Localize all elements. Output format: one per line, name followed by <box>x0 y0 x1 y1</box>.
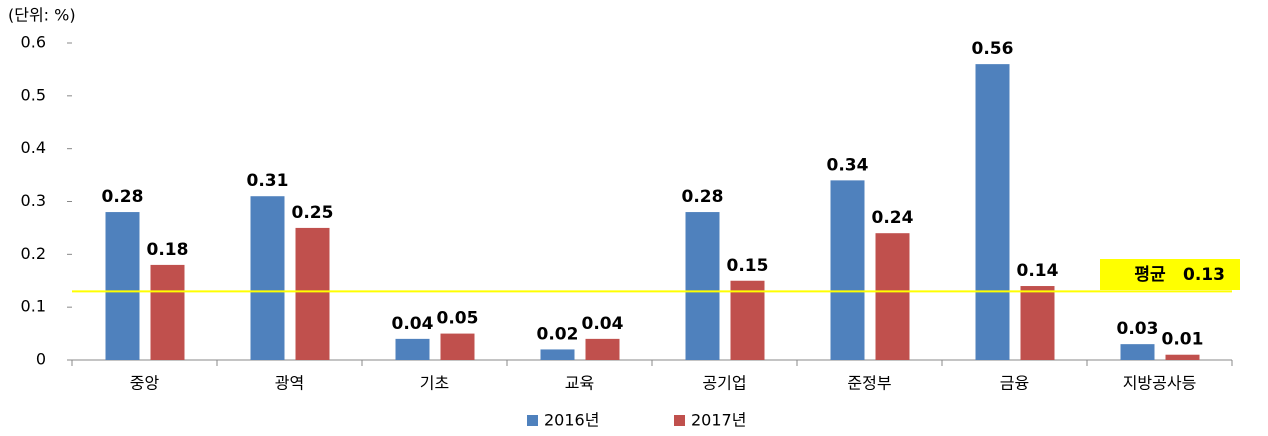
data-label: 0.02 <box>537 324 579 344</box>
bar <box>875 233 910 360</box>
x-tick-label: 교육 <box>565 374 594 393</box>
bar <box>105 212 140 360</box>
data-label: 0.28 <box>102 187 144 207</box>
bar <box>1120 344 1155 360</box>
data-label: 0.28 <box>682 187 724 207</box>
y-tick-label: 0.4 <box>21 138 46 157</box>
data-label: 0.03 <box>1117 319 1159 339</box>
x-tick-label: 중앙 <box>130 374 160 393</box>
y-tick-label: 0.2 <box>21 244 46 263</box>
bar <box>540 349 575 360</box>
bar <box>295 227 330 360</box>
x-tick-label: 금융 <box>1000 374 1029 393</box>
bar <box>685 212 720 360</box>
data-label: 0.04 <box>582 314 624 334</box>
legend-label: 2016년 <box>544 411 599 430</box>
bar <box>250 196 285 360</box>
legend-label: 2017년 <box>691 411 746 430</box>
bar <box>1165 354 1200 360</box>
average-box <box>1100 259 1240 290</box>
bar <box>1020 286 1055 360</box>
data-label: 0.31 <box>247 171 289 191</box>
x-tick-label: 공기업 <box>702 374 746 393</box>
data-label: 0.25 <box>292 203 334 223</box>
bar <box>395 338 430 360</box>
x-tick-label: 준정부 <box>847 374 891 393</box>
data-label: 0.14 <box>1017 261 1059 281</box>
y-tick-label: 0 <box>36 350 46 369</box>
unit-label: (단위: %) <box>8 6 76 25</box>
data-label: 0.24 <box>872 208 914 228</box>
y-tick-label: 0.3 <box>21 191 46 210</box>
legend-swatch <box>674 415 685 426</box>
bar <box>830 180 865 360</box>
data-label: 0.15 <box>727 256 769 276</box>
data-label: 0.56 <box>972 39 1014 59</box>
data-label: 0.05 <box>437 309 479 329</box>
legend-swatch <box>527 415 538 426</box>
y-tick-label: 0.1 <box>21 297 46 316</box>
bar <box>440 333 475 360</box>
bar <box>585 338 620 360</box>
bar <box>150 264 185 360</box>
data-label: 0.04 <box>392 314 434 334</box>
average-value: 0.13 <box>1183 265 1225 285</box>
bar <box>730 280 765 360</box>
y-tick-label: 0.5 <box>21 85 46 104</box>
y-tick-label: 0.6 <box>21 33 46 52</box>
bar <box>975 64 1010 360</box>
x-tick-label: 기초 <box>420 374 449 393</box>
x-tick-label: 지방공사등 <box>1123 374 1197 393</box>
average-label: 평균 <box>1134 265 1166 285</box>
x-tick-label: 광역 <box>275 374 304 393</box>
data-label: 0.01 <box>1162 330 1204 350</box>
data-label: 0.18 <box>147 240 189 260</box>
data-label: 0.34 <box>827 155 869 175</box>
